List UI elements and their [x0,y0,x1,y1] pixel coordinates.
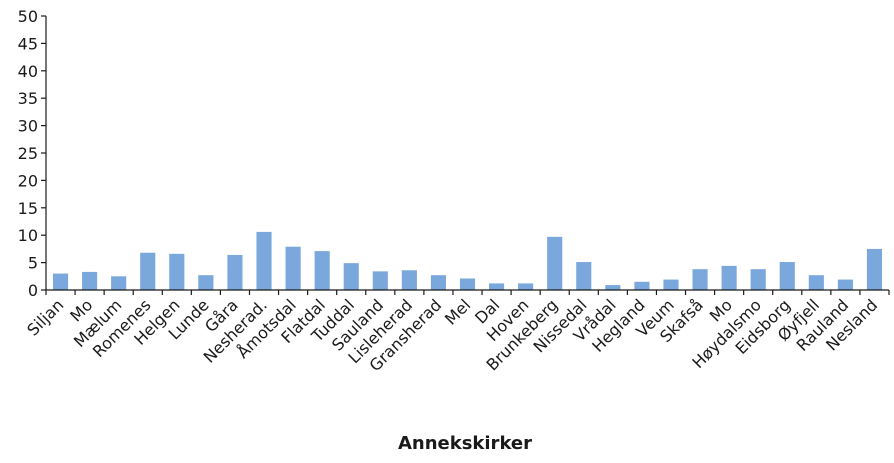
y-tick-label-10: 50 [18,7,38,26]
bar-5 [198,275,214,290]
bar-14 [459,278,476,290]
bar-6 [227,254,243,290]
x-ticks-group: SiljanMoMælumRomenesHelgenLundeGåraNeshe… [23,290,890,375]
x-tick-label-0: Siljan [23,295,67,339]
y-tick-label-7: 35 [18,89,38,108]
bars-group [52,231,883,290]
x-tick-label-14: Mel [441,295,474,328]
y-tick-label-1: 5 [28,254,38,273]
bar-3 [140,252,156,290]
bar-11 [372,271,388,290]
bar-7 [256,231,272,290]
y-tick-label-3: 15 [18,199,38,218]
bar-12 [401,270,417,290]
y-tick-label-8: 40 [18,62,38,81]
bar-17 [547,236,563,290]
bar-26 [808,275,824,290]
bar-24 [750,269,766,290]
bar-19 [605,285,621,290]
bar-8 [285,246,301,290]
bar-10 [343,263,359,290]
bar-15 [489,283,505,290]
bar-9 [314,251,330,290]
bar-13 [430,275,446,290]
bar-2 [111,276,127,290]
x-axis-title: Annekskirker [398,433,532,454]
bar-22 [692,269,708,290]
bar-27 [837,279,853,290]
bar-28 [866,248,883,290]
y-tick-label-2: 10 [18,226,38,245]
bar-23 [721,265,737,290]
y-tick-label-9: 45 [18,34,38,53]
y-tick-label-0: 0 [28,281,38,300]
bar-4 [169,253,185,290]
bar-18 [576,262,592,290]
y-tick-label-5: 25 [18,144,38,163]
bar-20 [634,281,650,290]
y-tick-label-4: 20 [18,171,38,190]
y-ticks-group: 0 5 10 15 20 25 30 35 40 45 50 [18,7,46,300]
axes-group [45,16,889,291]
bar-21 [663,279,679,290]
bar-0 [52,273,69,290]
y-tick-label-6: 30 [18,117,38,136]
bar-16 [518,283,534,290]
bar-1 [82,271,98,290]
bar-25 [779,262,795,290]
